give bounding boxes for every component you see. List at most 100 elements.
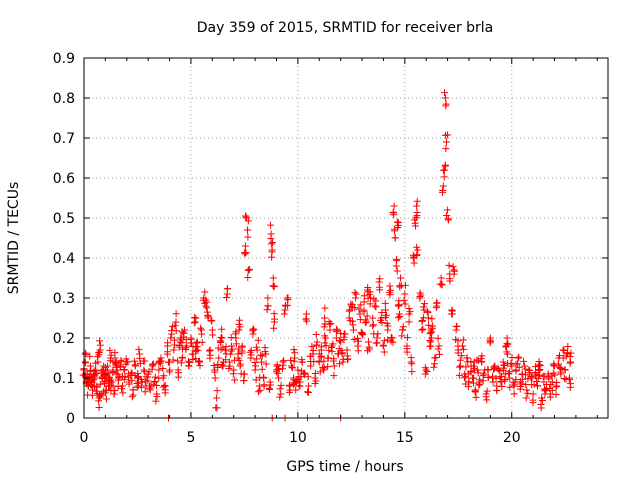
data-point xyxy=(444,216,452,224)
data-point xyxy=(223,285,231,293)
data-point xyxy=(327,320,335,328)
data-point xyxy=(317,352,325,360)
data-point xyxy=(552,383,560,391)
data-point xyxy=(389,338,397,346)
data-point xyxy=(448,310,456,318)
data-point xyxy=(198,338,206,346)
x-tick-label: 10 xyxy=(289,430,307,446)
data-point xyxy=(374,330,382,338)
data-point xyxy=(333,326,341,334)
data-point xyxy=(240,377,248,385)
data-point xyxy=(364,338,372,346)
data-point xyxy=(209,331,217,339)
data-point xyxy=(369,314,377,322)
data-point xyxy=(366,300,374,308)
data-point xyxy=(459,342,467,350)
data-point xyxy=(192,343,200,351)
data-point xyxy=(115,376,123,384)
data-point xyxy=(112,358,120,366)
data-point xyxy=(459,336,467,344)
data-point xyxy=(490,363,498,371)
data-point xyxy=(226,362,234,370)
data-point xyxy=(487,337,495,345)
data-point xyxy=(269,282,277,290)
data-point xyxy=(428,324,436,332)
data-point xyxy=(141,388,149,396)
data-point xyxy=(382,311,390,319)
data-point xyxy=(446,275,454,283)
data-point xyxy=(355,305,363,313)
data-point xyxy=(240,370,248,378)
data-point xyxy=(291,379,299,387)
data-point xyxy=(251,359,259,367)
data-point xyxy=(421,364,429,372)
data-point xyxy=(413,243,421,251)
data-point xyxy=(502,343,510,351)
data-point xyxy=(192,339,200,347)
data-point xyxy=(564,343,572,351)
x-tick-label: 15 xyxy=(396,430,414,446)
data-point xyxy=(410,259,418,267)
data-point xyxy=(354,337,362,345)
data-point xyxy=(391,234,399,242)
data-point xyxy=(445,261,453,269)
data-point xyxy=(210,362,218,370)
data-point xyxy=(462,363,470,371)
data-point xyxy=(369,321,377,329)
data-point xyxy=(160,372,168,380)
data-point xyxy=(320,364,328,372)
data-point xyxy=(419,303,427,311)
data-point xyxy=(149,361,157,369)
data-point xyxy=(174,357,182,365)
data-point xyxy=(203,304,211,312)
data-point xyxy=(511,380,519,388)
data-point xyxy=(567,349,575,357)
data-point xyxy=(277,381,285,389)
data-point xyxy=(399,323,407,331)
data-point xyxy=(330,372,338,380)
data-point xyxy=(439,182,447,190)
data-point xyxy=(349,321,357,329)
data-point xyxy=(467,368,475,376)
data-point xyxy=(134,369,142,377)
data-point xyxy=(379,341,387,349)
data-point xyxy=(420,306,428,314)
data-point xyxy=(350,335,358,343)
data-point xyxy=(235,320,243,328)
data-point xyxy=(420,300,428,308)
data-point xyxy=(152,397,160,405)
data-point xyxy=(354,347,362,355)
data-point xyxy=(279,361,287,369)
data-point xyxy=(267,381,275,389)
data-point xyxy=(533,377,541,385)
data-point xyxy=(384,322,392,330)
data-point xyxy=(475,376,483,384)
data-point xyxy=(236,316,244,324)
data-point xyxy=(480,370,488,378)
data-point xyxy=(395,301,403,309)
plot-frame xyxy=(83,57,609,419)
data-point xyxy=(241,249,249,257)
data-point xyxy=(191,318,199,326)
data-point xyxy=(95,397,103,405)
data-point xyxy=(474,369,482,377)
data-point xyxy=(110,390,118,398)
data-point xyxy=(163,350,171,358)
data-point xyxy=(384,336,392,344)
data-point xyxy=(428,315,436,323)
data-point xyxy=(269,274,277,282)
data-point xyxy=(394,314,402,322)
data-point xyxy=(548,378,556,386)
data-point xyxy=(238,347,246,355)
data-point xyxy=(360,292,368,300)
data-point xyxy=(157,354,165,362)
y-tick-label: 0.4 xyxy=(53,251,75,267)
data-point xyxy=(553,379,561,387)
data-point xyxy=(405,318,413,326)
data-point xyxy=(430,363,438,371)
data-point xyxy=(308,342,316,350)
data-point xyxy=(130,357,138,365)
data-point xyxy=(470,358,478,366)
data-point xyxy=(120,365,128,373)
